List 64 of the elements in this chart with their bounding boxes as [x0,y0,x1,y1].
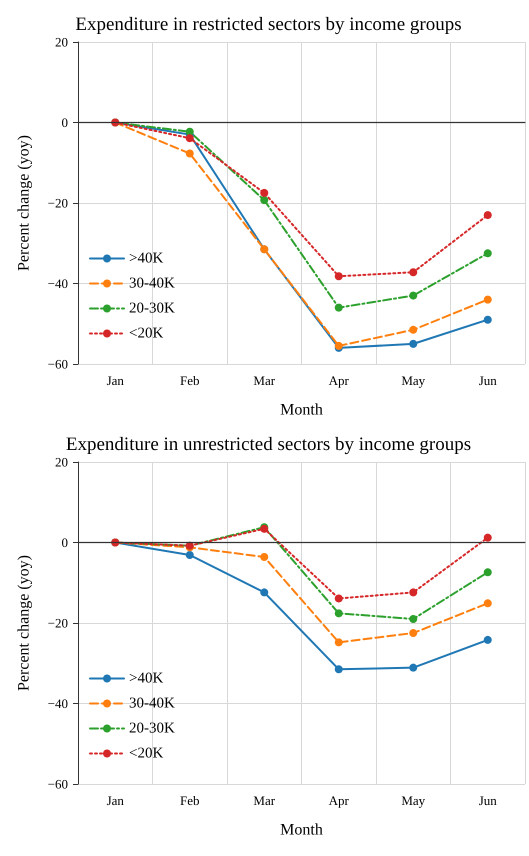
point [484,599,492,608]
y-tick-label: 0 [62,115,68,130]
x-axis-title: Month [280,822,323,838]
x-tick-label: Mar [253,373,276,388]
point [409,292,418,300]
legend-label: <20K [129,746,164,762]
point [484,534,492,542]
x-tick-label: Jan [106,373,124,388]
y-tick-label: 0 [62,535,68,550]
point [484,211,492,220]
point [260,552,268,561]
point [409,340,418,348]
x-tick-label: Jan [106,793,124,808]
x-tick-label: Feb [180,793,200,808]
point [484,296,492,304]
point [409,268,418,276]
y-tick-label: −40 [48,276,68,291]
y-tick-label: 20 [55,34,68,50]
x-tick-label: Apr [328,373,350,388]
x-axis-title: Month [280,402,323,418]
point [484,249,492,258]
point [260,196,268,204]
x-tick-label: May [401,793,426,808]
x-tick-label: Apr [328,793,350,808]
point [484,636,492,644]
point [409,614,418,623]
x-tick-label: May [401,373,426,388]
y-tick-label: −60 [48,776,68,792]
point [260,188,268,197]
x-tick-label: Jun [478,793,498,808]
point [334,665,343,674]
point [334,594,343,602]
point [186,149,194,158]
y-tick-label: −20 [48,616,68,630]
point [260,588,268,596]
y-axis-title: Percent change (yoy) [16,135,32,271]
point [409,629,418,638]
x-tick-label: Feb [180,373,200,388]
legend-label: 20-30K [129,300,175,316]
x-tick-label: Jun [478,373,498,388]
point [484,568,492,576]
legend-label: 30-40K [129,276,175,292]
chart-title: Expenditure in unrestricted sectors by income groups [66,434,472,455]
point [334,638,343,646]
y-tick-label: −20 [48,196,68,210]
legend-label: 30-40K [129,696,175,712]
legend-label: <20K [129,326,164,342]
legend-label: >40K [129,250,164,266]
point [334,272,343,280]
x-tick-label: Mar [253,793,276,808]
y-tick-label: −40 [48,696,68,711]
point [409,664,418,672]
point [334,609,343,618]
point [186,550,194,559]
chart-title: Expenditure in restricted sectors by income groups [75,14,462,35]
legend-label: 20-30K [129,720,175,736]
y-axis-title: Percent change (yoy) [16,555,32,691]
point [484,316,492,324]
point [409,588,418,596]
point [334,304,343,312]
legend-label: >40K [129,670,164,686]
y-tick-label: −60 [48,356,68,372]
point [409,326,418,334]
y-tick-label: 20 [55,454,68,470]
